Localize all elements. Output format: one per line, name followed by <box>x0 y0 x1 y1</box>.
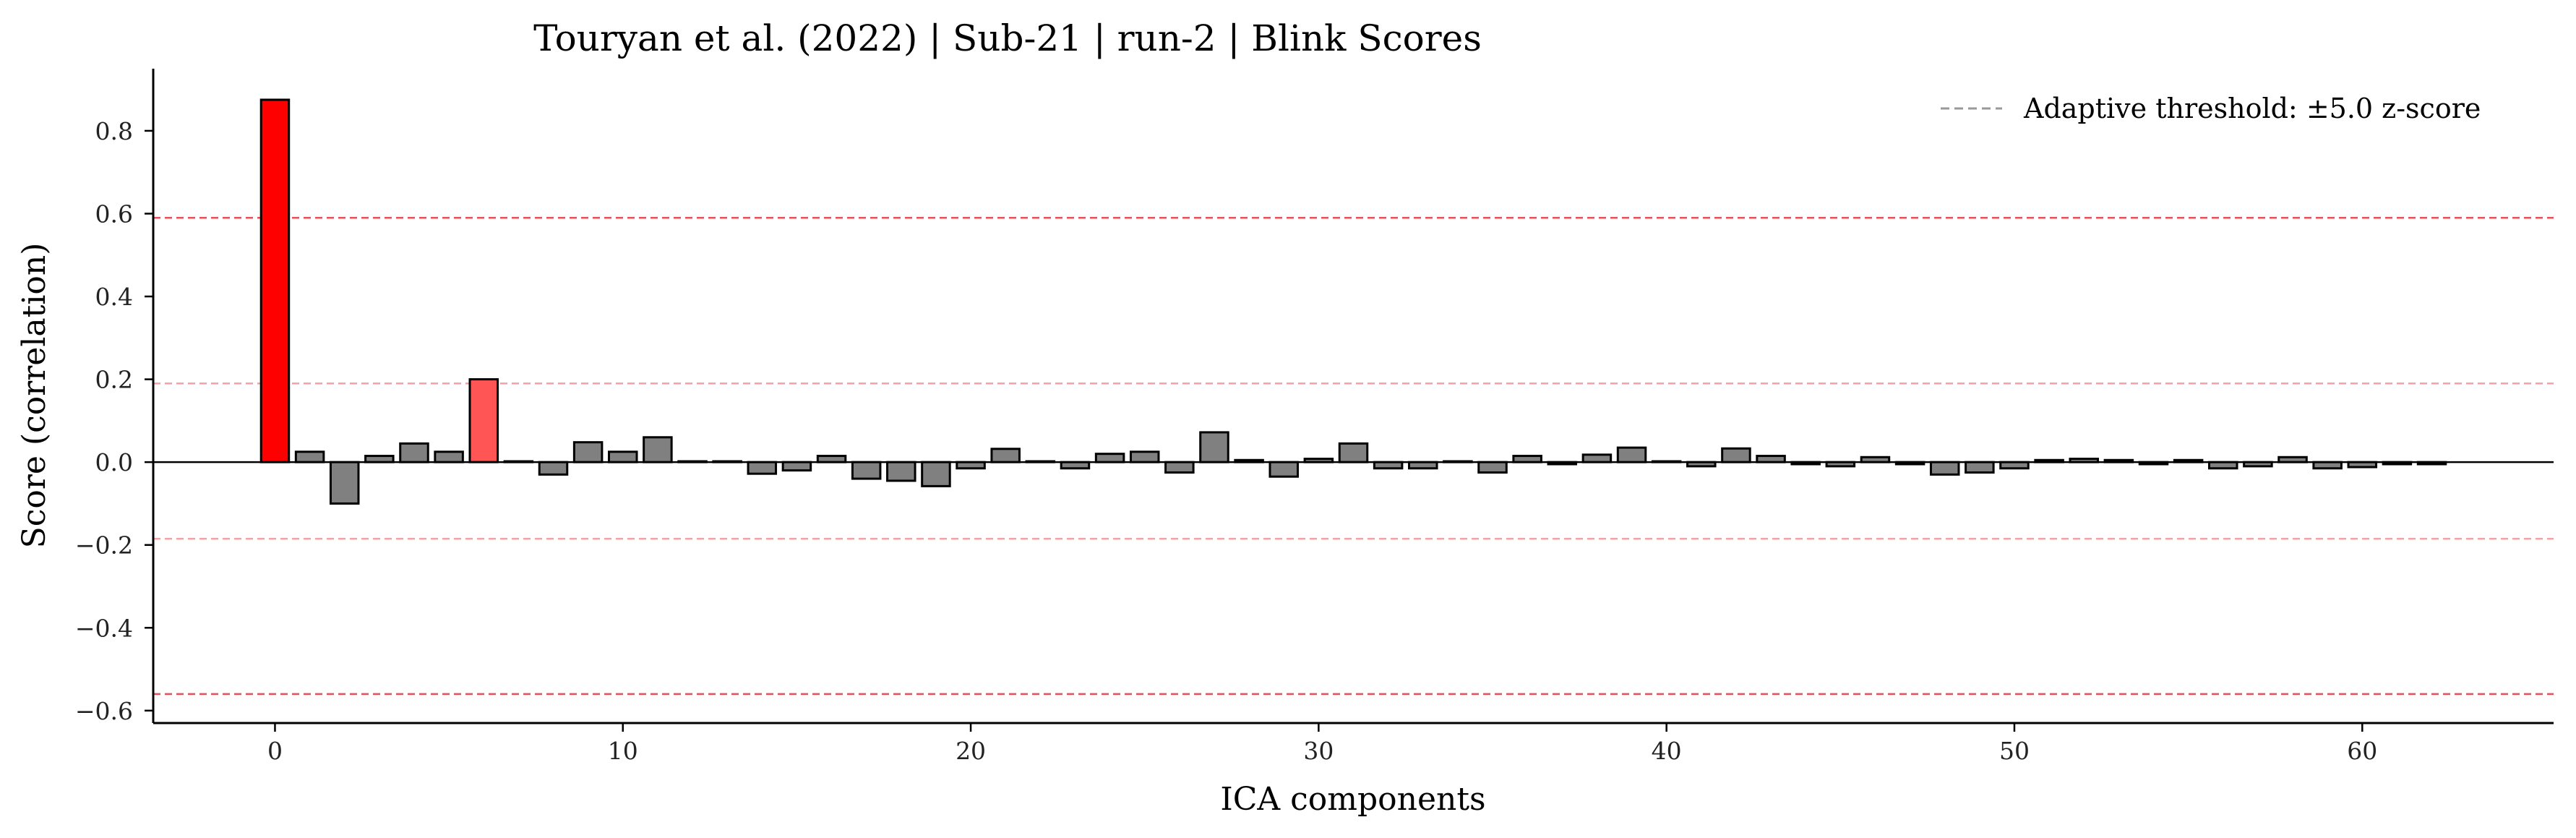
x-tick-label-50: 50 <box>1999 737 2030 765</box>
y-tick-label-3: 0.0 <box>95 448 133 476</box>
bar-component-27 <box>1199 431 1229 463</box>
y-tick-label-6: 0.6 <box>95 200 133 228</box>
bar-component-24 <box>1094 453 1125 463</box>
bar-component-25 <box>1129 450 1160 463</box>
bar-component-23 <box>1060 461 1091 470</box>
bar-component-26 <box>1164 461 1195 474</box>
bar-component-2 <box>329 461 360 505</box>
bar-component-16 <box>816 455 847 463</box>
bar-component-18 <box>886 461 916 482</box>
x-tick-label-40: 40 <box>1652 737 1682 765</box>
bar-component-49 <box>1965 461 1995 474</box>
y-tick-label-2: −0.2 <box>75 531 133 560</box>
bar-component-39 <box>1616 446 1647 463</box>
bar-component-11 <box>643 436 673 463</box>
chart-title: Touryan et al. (2022) | Sub-21 | run-2 |… <box>533 17 1482 59</box>
bar-component-56 <box>2208 461 2238 470</box>
bar-component-35 <box>1477 461 1508 474</box>
bar-component-59 <box>2312 461 2343 470</box>
bar-component-32 <box>1373 461 1404 470</box>
y-tick-label-0: −0.6 <box>75 697 133 725</box>
y-tick-label-4: 0.2 <box>95 366 133 394</box>
x-axis-label: ICA components <box>1220 781 1485 818</box>
x-tick-label-10: 10 <box>608 737 638 765</box>
bars <box>259 98 2447 505</box>
bar-component-20 <box>956 461 986 470</box>
bar-component-38 <box>1581 453 1613 463</box>
bar-component-8 <box>538 461 569 476</box>
y-tick-label-7: 0.8 <box>95 117 133 145</box>
bar-component-50 <box>1999 461 2030 470</box>
bar-component-21 <box>990 448 1021 463</box>
bar-component-3 <box>364 455 395 463</box>
bar-component-14 <box>747 461 778 475</box>
bar-component-15 <box>781 461 812 472</box>
x-tick-label-60: 60 <box>2347 737 2377 765</box>
bar-component-42 <box>1721 447 1751 463</box>
x-tick-label-30: 30 <box>1303 737 1334 765</box>
bar-component-1 <box>294 450 325 463</box>
y-tick-label-1: −0.4 <box>75 614 133 642</box>
bar-component-6 <box>468 378 499 463</box>
x-ticks: 0 10 20 30 40 50 60 <box>267 723 2377 765</box>
x-tick-label-20: 20 <box>956 737 986 765</box>
bar-component-9 <box>572 441 604 463</box>
bar-component-4 <box>399 442 429 463</box>
bar-component-5 <box>434 450 464 463</box>
bar-component-33 <box>1408 461 1438 470</box>
x-tick-label-0: 0 <box>267 737 283 765</box>
legend: Adaptive threshold: ±5.0 z-score <box>1941 93 2481 124</box>
y-tick-label-5: 0.4 <box>95 283 133 311</box>
y-axis-label: Score (correlation) <box>16 243 53 549</box>
bar-component-31 <box>1338 442 1369 463</box>
bar-component-36 <box>1512 455 1542 463</box>
bar-component-17 <box>851 461 882 480</box>
y-ticks: −0.6 −0.4 −0.2 0.0 0.2 0.4 0.6 0.8 <box>75 117 153 725</box>
bar-component-10 <box>608 450 638 463</box>
bar-component-0 <box>259 98 291 463</box>
bar-component-29 <box>1268 461 1299 478</box>
bar-component-43 <box>1756 455 1786 463</box>
legend-entry-label: Adaptive threshold: ±5.0 z-score <box>2023 93 2481 124</box>
bar-component-48 <box>1929 461 1960 476</box>
threshold-lines <box>153 216 2554 696</box>
bar-component-19 <box>921 461 951 487</box>
